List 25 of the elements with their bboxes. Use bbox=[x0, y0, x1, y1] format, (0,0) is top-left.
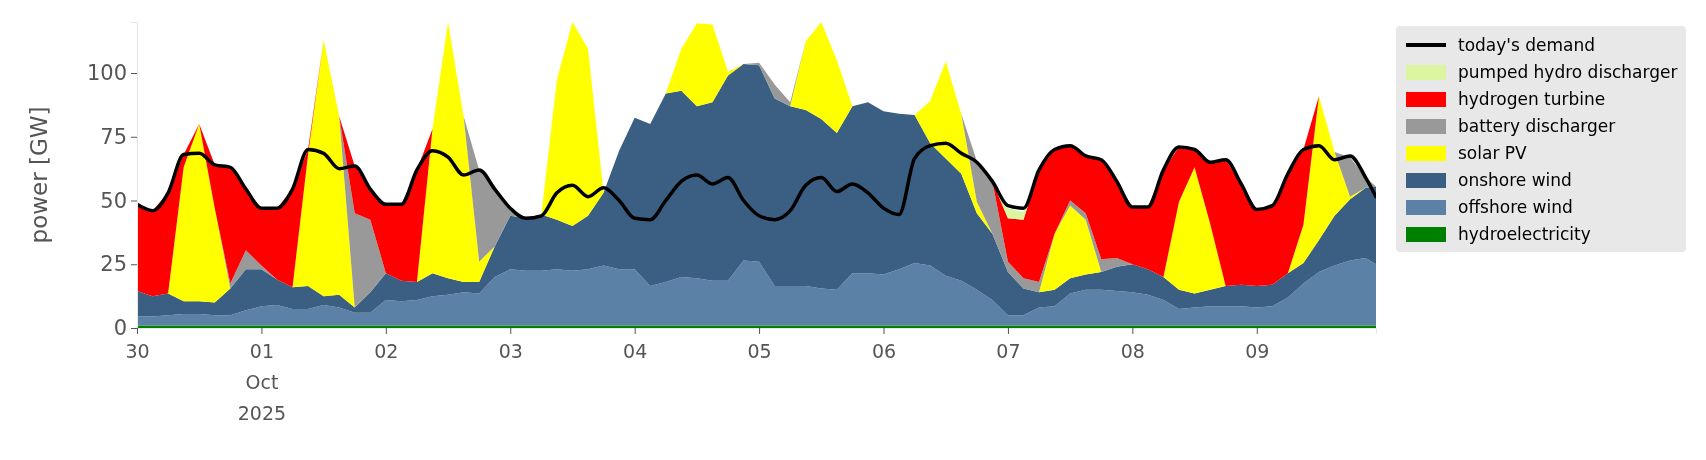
legend-label: offshore wind bbox=[1458, 197, 1573, 217]
legend-label: pumped hydro discharger bbox=[1458, 62, 1678, 82]
y-tick-label: 25 bbox=[100, 252, 127, 277]
x-tick-label: 03 bbox=[498, 340, 523, 362]
legend-label: hydroelectricity bbox=[1458, 224, 1591, 244]
legend-label: battery discharger bbox=[1458, 116, 1616, 136]
x-tick-label: 01 Oct 2025 bbox=[237, 340, 287, 424]
y-axis-title: power [GW] bbox=[26, 106, 52, 244]
legend-label: today's demand bbox=[1458, 35, 1596, 55]
x-tick-label: 08 bbox=[1120, 340, 1145, 362]
x-tick-label: 02 bbox=[374, 340, 399, 362]
legend-label: solar PV bbox=[1458, 143, 1528, 163]
y-tick-label: 75 bbox=[100, 124, 127, 149]
x-tick-label: 07 bbox=[996, 340, 1021, 362]
x-tick-label: 06 bbox=[871, 340, 897, 362]
legend-label: onshore wind bbox=[1458, 170, 1572, 190]
y-tick-label: 50 bbox=[100, 188, 127, 213]
legend-label: hydrogen turbine bbox=[1458, 89, 1606, 109]
y-tick-label: 0 bbox=[113, 316, 127, 341]
x-tick-label: 05 bbox=[747, 340, 772, 362]
x-tick-label: 09 bbox=[1245, 340, 1270, 362]
x-tick-label: 04 bbox=[623, 340, 648, 362]
x-tick-label: 30 bbox=[125, 340, 150, 362]
line-series bbox=[137, 141, 1376, 222]
y-tick-label: 100 bbox=[86, 61, 127, 86]
